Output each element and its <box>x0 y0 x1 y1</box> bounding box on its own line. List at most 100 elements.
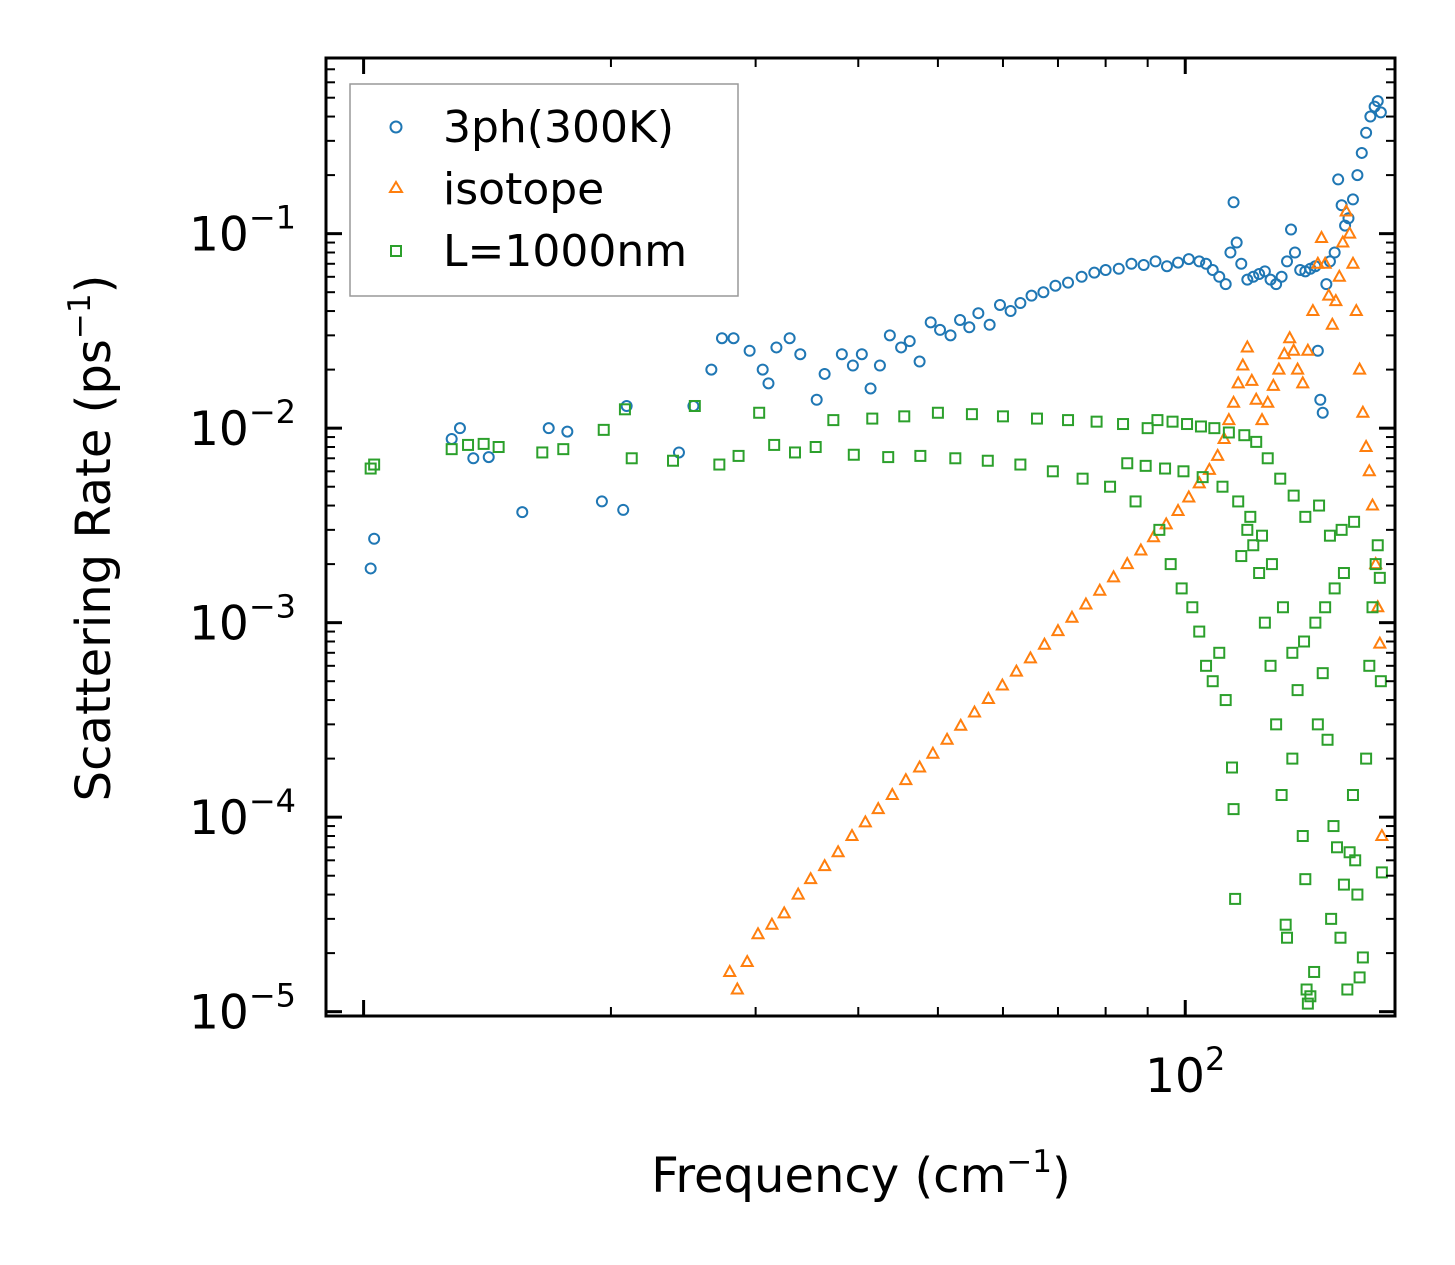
data-point <box>1299 873 1312 886</box>
data-point <box>1287 489 1300 502</box>
data-point <box>1170 502 1186 517</box>
data-point <box>1298 635 1311 648</box>
data-point <box>557 443 570 456</box>
data-point <box>730 981 745 995</box>
data-point <box>1337 567 1350 580</box>
data-point <box>1121 457 1134 470</box>
data-point <box>830 844 846 858</box>
data-point <box>1299 510 1312 523</box>
data-point <box>1159 516 1174 530</box>
data-point <box>1328 582 1341 595</box>
data-point <box>1311 344 1324 357</box>
legend-entry-isotope: isotope <box>388 164 604 215</box>
data-point <box>1358 438 1374 453</box>
legend-frame <box>349 83 739 297</box>
data-point <box>743 344 756 357</box>
data-point <box>1313 499 1326 512</box>
data-point <box>1037 286 1050 299</box>
data-point <box>1316 406 1329 419</box>
data-point <box>1159 462 1172 475</box>
data-point <box>1181 489 1196 503</box>
data-point <box>1004 305 1017 318</box>
data-point <box>492 441 505 454</box>
data-point <box>1249 391 1264 405</box>
data-point <box>790 886 806 900</box>
data-point <box>1325 912 1338 925</box>
data-point <box>1230 236 1243 249</box>
data-point <box>1175 582 1188 595</box>
data-point <box>1275 270 1288 283</box>
data-point <box>1375 866 1388 879</box>
data-point <box>1221 412 1237 426</box>
data-point <box>1286 752 1299 765</box>
data-point <box>1235 357 1250 371</box>
data-point <box>1281 931 1294 944</box>
data-point <box>1288 246 1301 259</box>
data-point <box>967 704 982 718</box>
data-point <box>1247 539 1260 552</box>
data-point <box>1076 472 1089 485</box>
legend-marker-circle <box>389 120 403 134</box>
data-point <box>1323 529 1336 542</box>
data-point <box>732 449 745 462</box>
data-point <box>924 316 937 329</box>
data-point <box>1172 256 1185 269</box>
legend-label-isotope: isotope <box>443 164 604 215</box>
data-point <box>835 348 848 361</box>
data-point <box>1282 330 1297 344</box>
data-point <box>1202 461 1217 475</box>
data-point <box>1133 542 1149 556</box>
data-point <box>1332 173 1345 186</box>
data-point <box>1213 646 1226 659</box>
data-point <box>1342 212 1355 225</box>
series-square <box>364 399 1388 1010</box>
data-point <box>1314 229 1329 243</box>
legend: 3ph(300K) isotope L=1000nm <box>349 83 739 297</box>
data-point <box>1241 523 1254 536</box>
data-point <box>1275 789 1288 802</box>
legend-entry-boundary: L=1000nm <box>390 226 687 277</box>
series-circle <box>364 95 1387 575</box>
data-point <box>667 454 680 467</box>
data-point <box>1064 609 1080 623</box>
data-point <box>482 451 495 464</box>
data-point <box>1232 495 1245 508</box>
legend-marker-square <box>390 245 402 257</box>
data-point <box>1290 361 1305 375</box>
data-point <box>993 298 1006 311</box>
data-point <box>789 446 802 459</box>
data-point <box>1360 126 1373 139</box>
data-point <box>1328 246 1341 259</box>
data-point <box>1334 931 1347 944</box>
data-point <box>1226 761 1239 774</box>
data-point <box>1092 582 1107 596</box>
legend-label-boundary: L=1000nm <box>443 226 687 277</box>
data-point <box>1331 841 1344 854</box>
data-point <box>1320 278 1333 291</box>
data-point <box>776 905 792 919</box>
data-point <box>1254 412 1270 426</box>
data-point <box>1266 377 1281 391</box>
data-point <box>1219 278 1232 291</box>
data-point <box>1281 255 1294 268</box>
data-point <box>467 452 480 465</box>
data-point <box>1177 465 1190 478</box>
data-point <box>1229 892 1242 905</box>
data-point <box>595 495 608 508</box>
data-point <box>445 432 458 445</box>
data-point <box>618 403 631 416</box>
data-point <box>1062 414 1075 427</box>
data-point <box>1321 733 1334 746</box>
data-point <box>1120 556 1135 570</box>
data-point <box>1286 342 1301 356</box>
data-point <box>1099 264 1112 277</box>
data-point <box>1014 458 1027 471</box>
data-point <box>1244 510 1257 523</box>
data-point <box>864 382 877 395</box>
data-point <box>1106 569 1121 583</box>
data-point <box>561 425 574 438</box>
data-point <box>944 329 957 342</box>
data-point <box>995 677 1010 691</box>
data-point <box>453 422 466 435</box>
